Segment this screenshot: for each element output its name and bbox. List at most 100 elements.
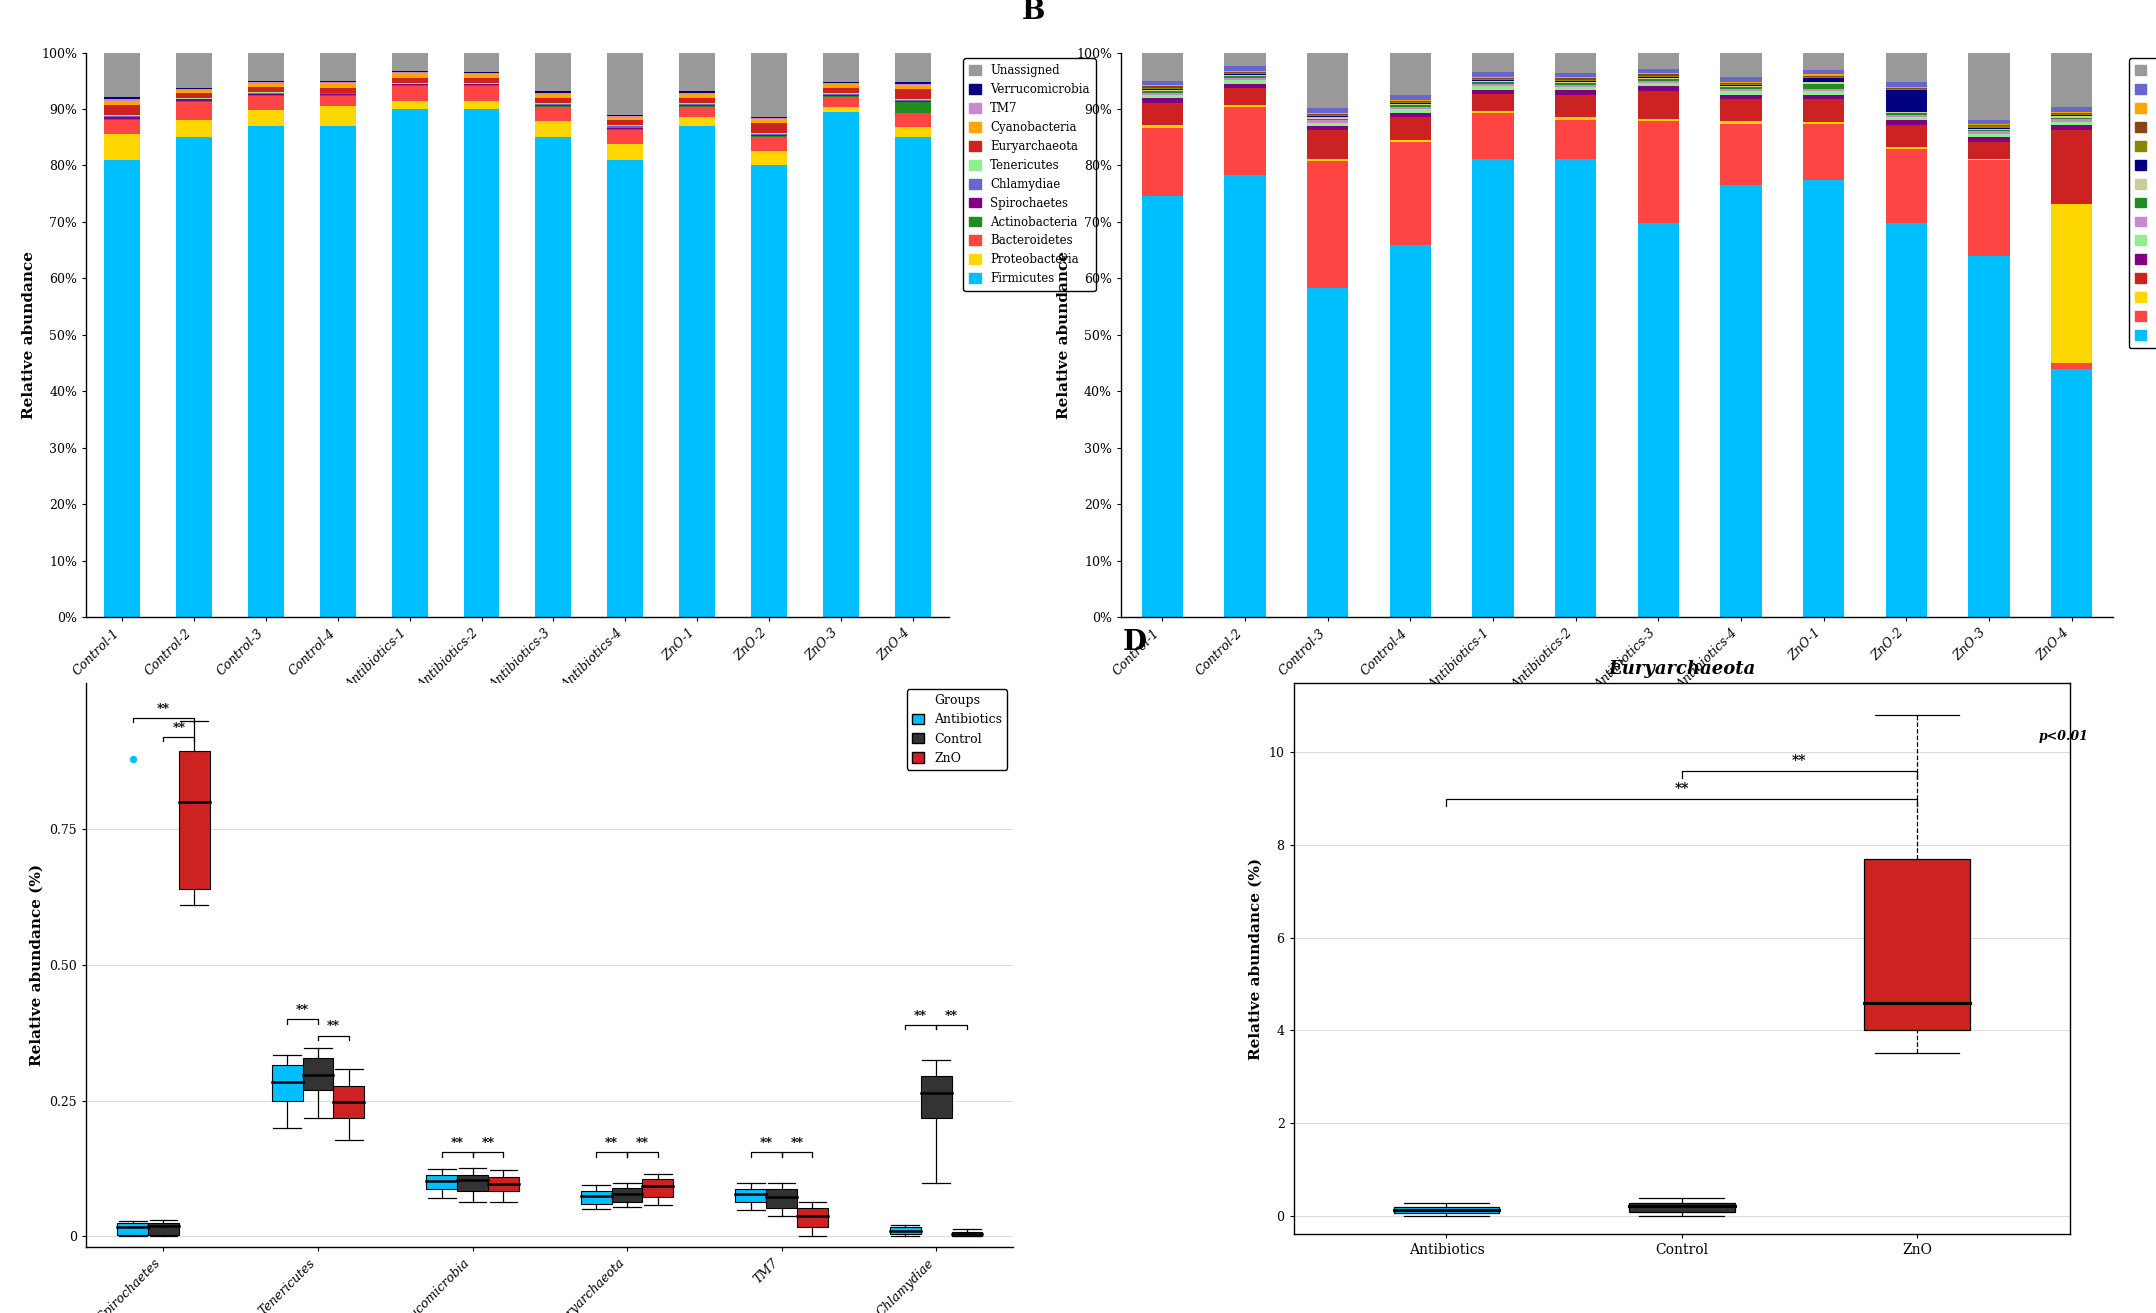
Bar <box>1639 53 1680 68</box>
Bar <box>951 1232 983 1236</box>
Bar <box>177 89 211 93</box>
Bar <box>1968 142 2009 159</box>
Bar <box>248 126 285 617</box>
Bar <box>464 53 500 72</box>
Bar <box>1307 126 1348 130</box>
Text: **: ** <box>295 1004 308 1018</box>
Bar <box>1391 142 1432 244</box>
Bar <box>1225 80 1266 84</box>
Bar <box>798 1208 828 1226</box>
Bar <box>2050 364 2091 369</box>
Bar <box>2050 108 2091 112</box>
Bar <box>1554 159 1595 617</box>
Bar <box>1225 88 1266 105</box>
Bar <box>1143 95 1184 98</box>
Bar <box>608 117 642 121</box>
Bar <box>103 105 140 116</box>
Bar <box>535 97 571 102</box>
Bar <box>1802 92 1843 95</box>
Bar <box>392 74 427 77</box>
Bar <box>679 53 716 92</box>
Bar <box>1720 95 1761 98</box>
Bar <box>679 98 716 104</box>
Bar <box>1473 159 1514 617</box>
Bar <box>427 1175 457 1188</box>
Bar <box>1473 89 1514 95</box>
Bar <box>890 1228 921 1234</box>
Bar <box>1802 100 1843 122</box>
Bar <box>2050 204 2091 364</box>
Bar <box>1225 175 1266 617</box>
Bar <box>1225 108 1266 175</box>
Bar <box>1473 112 1514 113</box>
Bar <box>1639 83 1680 87</box>
Bar <box>1554 119 1595 159</box>
Bar <box>608 53 642 114</box>
Bar <box>1473 53 1514 72</box>
Bar <box>1391 108 1432 109</box>
Bar <box>824 84 858 88</box>
Bar <box>1554 53 1595 72</box>
Bar <box>1473 95 1514 112</box>
Bar <box>895 137 931 617</box>
Legend: Antibiotics, Control, ZnO: Antibiotics, Control, ZnO <box>906 689 1007 769</box>
Bar <box>1886 117 1927 119</box>
Bar <box>392 87 427 101</box>
Bar <box>2050 53 2091 108</box>
Bar <box>580 1191 612 1204</box>
Bar <box>457 1175 487 1191</box>
Bar <box>103 98 140 101</box>
Bar <box>103 53 140 97</box>
Bar <box>1886 83 1927 87</box>
Bar <box>895 85 931 89</box>
Bar <box>248 87 285 92</box>
Bar <box>1225 76 1266 77</box>
Bar <box>750 165 787 617</box>
Text: D: D <box>1123 629 1147 655</box>
Bar <box>103 97 140 98</box>
Bar <box>1802 70 1843 75</box>
Bar <box>103 101 140 105</box>
Bar <box>1225 84 1266 88</box>
Bar <box>464 74 500 77</box>
Bar <box>1628 1203 1736 1212</box>
Bar <box>679 93 716 98</box>
Bar <box>1968 256 2009 617</box>
Bar <box>179 751 209 889</box>
Bar <box>1968 134 2009 137</box>
Bar <box>334 1086 364 1119</box>
Bar <box>1639 119 1680 121</box>
Bar <box>750 53 787 117</box>
Bar <box>535 121 571 137</box>
Bar <box>679 108 716 117</box>
Bar <box>1720 89 1761 91</box>
Bar <box>612 1188 642 1201</box>
Bar <box>103 121 140 134</box>
Bar <box>1307 121 1348 122</box>
Text: **: ** <box>1675 783 1688 796</box>
Text: **: ** <box>791 1137 804 1150</box>
Bar <box>177 53 211 88</box>
Bar <box>1886 91 1927 112</box>
Bar <box>103 134 140 160</box>
Bar <box>535 108 571 121</box>
Bar <box>750 151 787 165</box>
Bar <box>1886 125 1927 147</box>
Bar <box>1802 77 1843 83</box>
Bar <box>895 127 931 137</box>
Bar <box>824 112 858 617</box>
Bar <box>1968 130 2009 131</box>
Bar <box>895 101 931 113</box>
Bar <box>921 1077 951 1119</box>
Text: B: B <box>1022 0 1046 25</box>
Text: **: ** <box>328 1020 341 1033</box>
Bar <box>608 121 642 125</box>
Bar <box>1639 87 1680 91</box>
Bar <box>1391 140 1432 142</box>
Bar <box>1391 117 1432 140</box>
Bar <box>1391 113 1432 117</box>
Text: **: ** <box>759 1137 772 1150</box>
Bar <box>679 117 716 126</box>
Bar <box>248 84 285 87</box>
Bar <box>535 93 571 97</box>
